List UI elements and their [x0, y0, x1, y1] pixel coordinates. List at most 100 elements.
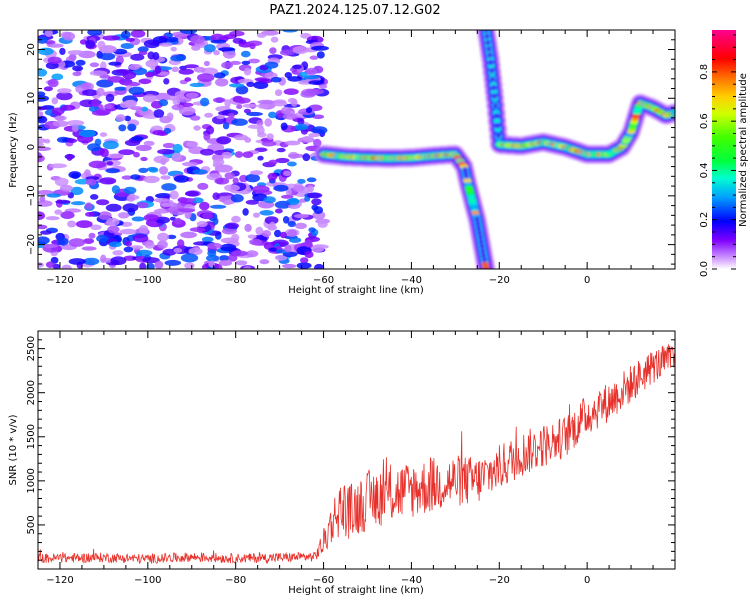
colorbar-tick-label: 0.6 — [699, 113, 710, 129]
noise-blob — [167, 95, 177, 101]
noise-blob — [245, 250, 259, 258]
noise-blob — [55, 199, 71, 204]
noise-blob — [177, 197, 188, 203]
noise-blob — [154, 65, 162, 74]
signal-core — [629, 119, 639, 125]
noise-blob — [131, 216, 145, 222]
noise-blob — [51, 73, 64, 81]
noise-blob — [289, 237, 302, 244]
noise-blob — [174, 217, 182, 225]
noise-blob — [60, 211, 75, 220]
noise-blob — [253, 212, 260, 218]
noise-blob — [159, 166, 168, 175]
noise-blob — [60, 104, 76, 111]
noise-blob — [161, 183, 177, 191]
noise-blob — [169, 190, 179, 200]
noise-blob — [38, 146, 52, 151]
noise-blob — [274, 229, 282, 238]
noise-blob — [223, 200, 233, 206]
noise-blob — [284, 72, 292, 79]
noise-blob — [311, 126, 328, 135]
noise-blob — [186, 141, 199, 148]
noise-blob — [196, 220, 208, 228]
noise-blob — [316, 51, 325, 59]
noise-blob — [312, 114, 325, 120]
noise-blob — [85, 211, 95, 217]
noise-blob — [258, 79, 273, 84]
noise-blob — [293, 213, 310, 219]
noise-blob — [202, 212, 214, 220]
noise-blob — [213, 72, 226, 79]
noise-blob — [143, 175, 160, 184]
noise-blob — [99, 52, 116, 61]
noise-blob — [40, 230, 52, 235]
noise-blob — [100, 254, 107, 263]
noise-blob — [218, 259, 233, 266]
snr-x-label: Height of straight line (km) — [288, 585, 424, 596]
spectrogram-y-tick-label: −20 — [26, 234, 37, 255]
snr-x-tick-label: −20 — [489, 575, 510, 586]
noise-blob — [302, 135, 314, 142]
noise-blob — [57, 237, 69, 246]
noise-blob — [125, 240, 132, 247]
noise-blob — [66, 120, 85, 126]
noise-blob — [85, 178, 97, 186]
noise-blob — [242, 208, 249, 216]
noise-blob — [123, 255, 137, 261]
noise-blob — [264, 216, 279, 225]
noise-blob — [128, 64, 140, 71]
noise-blob — [80, 82, 91, 90]
noise-blob — [38, 262, 44, 268]
signal-core — [480, 247, 486, 254]
noise-blob — [51, 107, 65, 116]
noise-blob — [56, 91, 73, 101]
noise-blob — [99, 132, 108, 138]
noise-blob — [71, 124, 79, 132]
noise-blob — [146, 263, 155, 269]
noise-blob — [304, 251, 314, 258]
noise-blob — [78, 129, 96, 138]
noise-blob — [311, 45, 329, 51]
spectrogram-y-label: Frequency (Hz) — [8, 112, 19, 188]
noise-blob — [156, 208, 167, 214]
noise-blob — [122, 203, 139, 213]
noise-blob — [46, 193, 61, 198]
noise-blob — [38, 224, 48, 230]
noise-blob — [275, 208, 283, 214]
noise-blob — [203, 60, 210, 67]
noise-blob — [83, 257, 100, 266]
noise-blob — [200, 148, 215, 156]
noise-blob — [213, 50, 220, 56]
spectrogram-x-tick-label: −80 — [225, 275, 246, 286]
noise-blob — [261, 140, 277, 147]
noise-blob — [111, 185, 120, 194]
noise-blob — [210, 39, 227, 44]
noise-blob — [256, 119, 264, 126]
noise-blob — [274, 89, 283, 97]
noise-blob — [282, 30, 298, 33]
noise-blob — [241, 60, 251, 65]
noise-blob — [313, 138, 322, 148]
signal-core — [493, 102, 499, 109]
noise-blob — [75, 220, 93, 229]
noise-blob — [305, 107, 313, 114]
noise-blob — [164, 259, 182, 266]
noise-blob — [218, 255, 230, 262]
noise-blob — [118, 212, 130, 219]
noise-blob — [133, 151, 140, 158]
noise-blob — [223, 34, 237, 40]
signal-core — [480, 262, 490, 267]
signal-core — [463, 182, 473, 187]
noise-blob — [184, 77, 192, 82]
noise-blob — [236, 104, 243, 109]
noise-blob — [160, 202, 173, 208]
noise-blob — [75, 85, 84, 93]
noise-blob — [122, 71, 137, 80]
noise-blob — [148, 167, 159, 173]
noise-blob — [166, 112, 174, 121]
noise-blob — [189, 227, 206, 233]
noise-blob — [284, 140, 301, 146]
noise-blob — [130, 174, 141, 180]
noise-blob — [99, 148, 109, 158]
